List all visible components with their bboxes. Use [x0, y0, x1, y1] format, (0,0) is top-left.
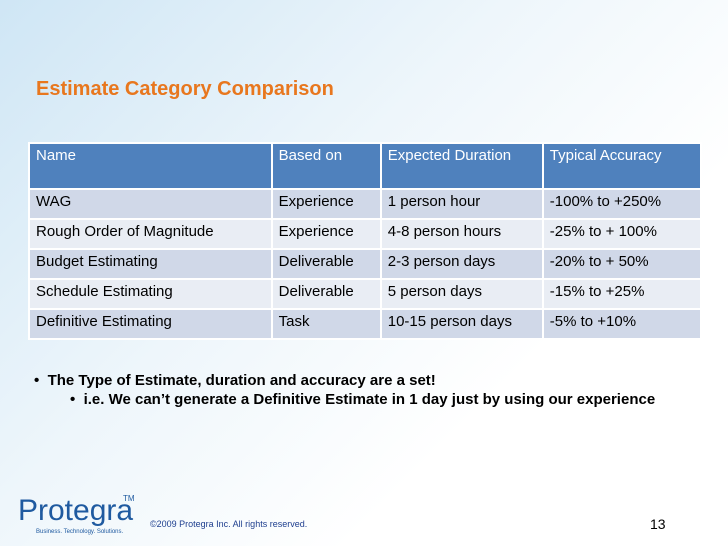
- header-cell: Typical Accuracy: [541, 142, 703, 190]
- cell: 10-15 person days: [379, 308, 544, 340]
- cell: 1 person hour: [379, 188, 544, 220]
- cell: Schedule Estimating: [28, 278, 273, 310]
- tagline: Business. Technology. Solutions.: [36, 529, 124, 535]
- cell: -100% to +250%: [541, 188, 703, 220]
- cell: -15% to +25%: [541, 278, 703, 310]
- bullet: • The Type of Estimate, duration and acc…: [34, 372, 436, 389]
- title: Estimate Category Comparison: [36, 78, 334, 100]
- cell: Task: [270, 308, 382, 340]
- cell: -20% to + 50%: [541, 248, 703, 280]
- row: Budget Estimating Deliverable 2-3 person d…: [28, 248, 703, 280]
- header-row: Name Based on Expected Duration Typical Acc…: [28, 142, 703, 190]
- header-cell: Expected Duration: [379, 142, 544, 190]
- cell: Budget Estimating: [28, 248, 273, 280]
- row: WAG Experience 1 person hour -100% to +250%: [28, 188, 703, 220]
- subbullet: • i.e. We can’t generate a Definitive Es…: [70, 391, 656, 408]
- bullets: • The Type of Estimate, duration and acc…: [34, 372, 674, 408]
- cell: Deliverable: [270, 248, 382, 280]
- logo: Protegra: [18, 494, 134, 527]
- cell: Experience: [270, 218, 382, 250]
- logo-tm: TM: [123, 494, 135, 503]
- cell: Deliverable: [270, 278, 382, 310]
- cell: 5 person days: [379, 278, 544, 310]
- cell: -25% to + 100%: [541, 218, 703, 250]
- bullet-text: The Type of Estimate, duration and accur…: [47, 372, 436, 389]
- header-cell: Based on: [270, 142, 382, 190]
- subbullet-text: i.e. We can’t generate a Definitive Esti…: [83, 391, 656, 408]
- row: Definitive Estimating Task 10-15 person da…: [28, 308, 703, 340]
- cell: -5% to +10%: [541, 308, 703, 340]
- cell: Experience: [270, 188, 382, 220]
- page-number: 13: [650, 516, 666, 532]
- copyright: ©2009 Protegra Inc. All rights reserved.: [150, 519, 308, 529]
- cell: 4-8 person hours: [379, 218, 544, 250]
- comparison-table: Name Based on Expected Duration Typical Acc…: [28, 142, 703, 340]
- cell: WAG: [28, 188, 273, 220]
- row: Schedule Estimating Deliverable 5 person d…: [28, 278, 703, 310]
- header-cell: Name: [28, 142, 273, 190]
- row: Rough Order of Magnitude Experience 4-8 pe…: [28, 218, 703, 250]
- cell: Rough Order of Magnitude: [28, 218, 273, 250]
- cell: 2-3 person days: [379, 248, 544, 280]
- cell: Definitive Estimating: [28, 308, 273, 340]
